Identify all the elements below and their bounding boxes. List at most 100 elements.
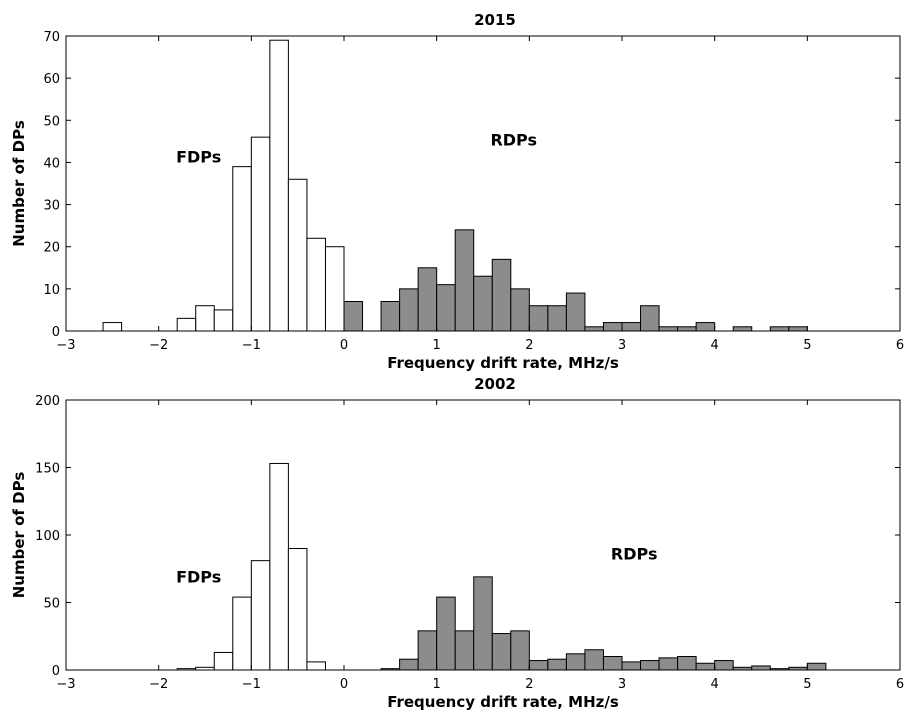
x-tick-label: −1: [242, 338, 261, 353]
x-tick-label: 6: [896, 338, 904, 353]
histogram-bar: [380, 668, 401, 671]
histogram-bar: [436, 596, 456, 671]
histogram-bar: [454, 229, 475, 332]
histogram-bar: [454, 630, 475, 671]
x-tick-label: −1: [242, 677, 261, 692]
histogram-bar: [788, 326, 808, 332]
histogram-bar: [677, 326, 697, 332]
x-tick-label: 5: [803, 338, 811, 353]
x-tick-label: −2: [149, 338, 168, 353]
histogram-bar: [584, 326, 604, 332]
x-tick-label: 2: [525, 338, 533, 353]
x-axis-label: Frequency drift rate, MHz/s: [387, 354, 619, 372]
chart-2015: −3 −2 −1 0 1 2 3 4 5 60102030405060702015Frequenc…: [10, 11, 904, 372]
x-tick-label: 3: [618, 338, 626, 353]
histogram-bar: [195, 666, 215, 671]
histogram-bar: [269, 462, 289, 671]
x-tick-label: 4: [711, 677, 719, 692]
histogram-bar: [343, 301, 364, 332]
histogram-bar: [491, 258, 512, 332]
histogram-bar: [491, 633, 512, 671]
x-tick-label: 2: [525, 677, 533, 692]
histogram-bar: [232, 596, 252, 671]
x-tick-label: 1: [433, 677, 441, 692]
histogram-bar: [547, 305, 567, 332]
histogram-bar: [213, 651, 234, 671]
y-tick-label: 20: [43, 241, 60, 256]
y-tick-label: 50: [43, 114, 60, 129]
histogram-bar: [250, 136, 271, 332]
histogram-bar: [769, 326, 790, 332]
histogram-bar: [287, 178, 308, 332]
histogram-bar: [602, 656, 623, 671]
histogram-bar: [510, 288, 530, 332]
y-tick-label: 0: [52, 325, 60, 340]
histogram-bar: [195, 305, 215, 332]
histogram-bar: [565, 292, 586, 332]
x-tick-label: −2: [149, 677, 168, 692]
histogram-bar: [658, 326, 679, 332]
annotation-rdps: RDPs: [611, 544, 658, 563]
histogram-bar: [324, 246, 345, 332]
annotation-fdps: FDPs: [176, 567, 221, 586]
x-axis-label: Frequency drift rate, MHz/s: [387, 693, 619, 711]
y-tick-label: 60: [43, 72, 60, 87]
annotation-fdps: FDPs: [176, 147, 221, 166]
x-tick-label: 0: [340, 677, 348, 692]
histogram-bar: [714, 660, 734, 671]
histogram-bar: [436, 284, 456, 332]
histogram-bar: [473, 576, 493, 671]
y-tick-label: 10: [43, 283, 60, 298]
histogram-bar: [584, 649, 604, 671]
x-tick-label: 1: [433, 338, 441, 353]
x-tick-label: −3: [56, 677, 75, 692]
y-tick-label: 70: [43, 30, 60, 45]
y-tick-label: 40: [43, 156, 60, 171]
y-axis-label: Number of DPs: [10, 120, 28, 247]
chart-title: 2015: [474, 11, 516, 29]
histogram-bar: [102, 322, 123, 332]
histogram-bar: [640, 305, 660, 332]
histogram-bar: [473, 275, 493, 332]
histogram-bar: [769, 668, 790, 671]
histogram-bar: [528, 660, 549, 671]
chart-2002: −3 −2 −1 0 1 2 3 4 5 6 0 50 100 150 200 2002 Frequency d…: [10, 375, 904, 711]
histogram-bar: [176, 317, 197, 332]
x-tick-label: −3: [56, 338, 75, 353]
histogram-bar: [176, 668, 197, 671]
y-tick-label: 100: [35, 529, 60, 544]
chart-title: 2002: [474, 375, 516, 393]
histogram-bar: [232, 166, 252, 332]
histogram-bar: [621, 322, 642, 332]
y-tick-label: 30: [43, 199, 60, 214]
histogram-bar: [306, 661, 326, 671]
histogram-bar: [510, 630, 530, 671]
histogram-bar: [732, 666, 753, 671]
histogram-bar: [287, 548, 308, 671]
histogram-bar: [399, 288, 419, 332]
x-tick-label: 4: [711, 338, 719, 353]
x-tick-label: 5: [803, 677, 811, 692]
x-tick-label: 6: [896, 677, 904, 692]
histogram-bar: [695, 662, 716, 671]
histogram-bar: [640, 660, 660, 671]
histogram-bar: [621, 661, 642, 671]
y-axis-label: Number of DPs: [10, 472, 28, 599]
histogram-bar: [213, 309, 234, 332]
histogram-bar: [751, 665, 771, 671]
histogram-bar: [732, 326, 753, 332]
histogram-bar: [806, 662, 827, 671]
y-tick-label: 50: [43, 597, 60, 612]
annotation-rdps: RDPs: [490, 131, 537, 150]
histogram-bar: [658, 657, 679, 671]
y-tick-label: 150: [35, 462, 60, 477]
histogram-bar: [547, 658, 567, 671]
histogram-bar: [399, 658, 419, 671]
histogram-bar: [528, 305, 549, 332]
histogram-bar: [417, 630, 438, 671]
histogram-bar: [250, 560, 271, 671]
x-tick-label: 0: [340, 338, 348, 353]
histogram-bar: [788, 666, 808, 671]
histogram-bar: [695, 322, 716, 332]
